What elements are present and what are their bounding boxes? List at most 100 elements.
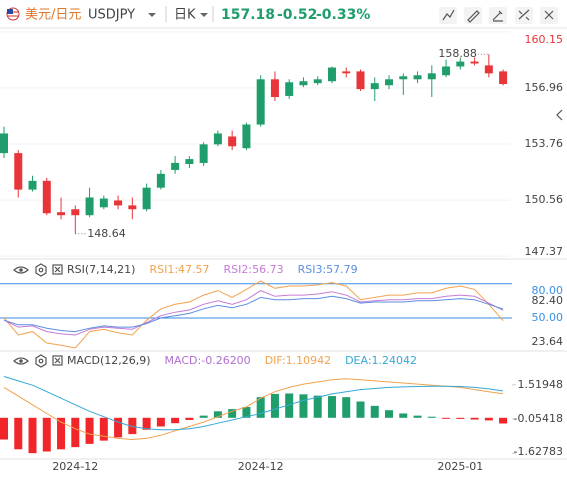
candle-body <box>285 82 294 96</box>
candle-body <box>399 76 408 80</box>
candle-body <box>171 162 180 170</box>
y-tick-label: 153.76 <box>525 137 564 150</box>
fullscreen-button[interactable] <box>515 7 533 24</box>
settings-icon[interactable] <box>35 354 47 368</box>
candle-body <box>156 173 165 188</box>
change-percent: -0.33% <box>316 7 370 23</box>
x-tick-label: 2025-01 <box>437 460 483 473</box>
macd-bar <box>385 410 394 418</box>
dropdown-arrow[interactable] <box>200 13 208 17</box>
macd-bar <box>142 417 151 430</box>
candle-body <box>185 159 194 164</box>
candle-body <box>213 133 222 145</box>
candle-body <box>427 73 436 80</box>
close-indicator[interactable] <box>52 264 63 275</box>
legend-entry[interactable]: RSI1:47.57 <box>149 263 209 276</box>
symbol[interactable]: USDJPY <box>88 8 135 23</box>
eye-icon[interactable] <box>13 266 29 274</box>
x-tick-label: 2024-12 <box>52 460 98 473</box>
y-tick-label: -1.62783 <box>514 445 563 458</box>
draw-button[interactable] <box>464 7 482 24</box>
y-tick-label: 150.56 <box>525 193 564 206</box>
y-tick-label: -0.05418 <box>514 412 563 425</box>
candle-body <box>313 79 322 84</box>
macd-bar <box>327 396 336 418</box>
close-button[interactable] <box>540 7 558 24</box>
macd-bar <box>442 417 451 419</box>
candle-body <box>242 124 251 149</box>
macd-bar <box>228 409 237 418</box>
y-tick-label: 82.40 <box>532 294 564 307</box>
macd-bar <box>370 405 379 418</box>
macd-bar <box>71 417 80 448</box>
candle-body <box>299 81 308 86</box>
macd-bar <box>270 393 279 418</box>
period[interactable]: 日K <box>174 8 196 23</box>
candle-body <box>85 197 94 216</box>
macd-bar <box>99 417 108 441</box>
candle-body <box>499 71 508 85</box>
candle-body <box>356 71 365 90</box>
collapse-arrow[interactable] <box>556 109 563 121</box>
candle-body <box>442 66 451 76</box>
candle-body <box>71 209 80 216</box>
high-label: 158.88 <box>438 47 477 60</box>
macd-bar <box>42 417 51 452</box>
legend-entry[interactable]: MACD:-0.26200 <box>165 354 251 367</box>
x-tick-label: 2024-12 <box>238 460 284 473</box>
legend-entry[interactable]: DEA:1.24042 <box>345 354 417 367</box>
y-tick-label: 156.96 <box>525 81 564 94</box>
low-label: 148.64 <box>87 227 126 240</box>
candle-body <box>470 61 479 64</box>
candle-body <box>57 212 66 216</box>
y-tick-label: 147.37 <box>525 245 564 258</box>
candle-body <box>0 133 8 154</box>
candle-body <box>42 180 51 214</box>
legend-entry[interactable]: RSI3:57.79 <box>298 263 358 276</box>
macd-controls <box>13 354 63 368</box>
macd-bar <box>57 417 66 450</box>
macd-bar <box>128 417 137 435</box>
legend-entry[interactable]: DIF:1.10942 <box>265 354 331 367</box>
candle-body <box>99 198 108 208</box>
dropdown-arrow[interactable] <box>148 13 156 17</box>
indicator-title: MACD(12,26,9) <box>67 354 151 367</box>
macd-bar <box>14 417 23 450</box>
macd-bar <box>85 417 94 444</box>
eye-icon[interactable] <box>13 357 29 365</box>
pair-name[interactable]: 美元/日元 <box>25 8 81 23</box>
macd-bar <box>456 417 465 419</box>
macd-bar <box>499 417 508 424</box>
macd-bar <box>199 415 208 418</box>
macd-bar <box>484 417 493 421</box>
rsi-controls <box>13 263 63 277</box>
macd-bar <box>427 416 436 418</box>
candle-body <box>456 61 465 67</box>
y-tick-label: 50.00 <box>532 311 564 324</box>
macd-bar <box>28 417 37 454</box>
settings-icon[interactable] <box>35 263 47 277</box>
macd-bar <box>256 397 265 418</box>
candle-body <box>199 144 208 163</box>
macd-bar <box>313 395 322 418</box>
close-indicator[interactable] <box>52 355 63 366</box>
macd-bar <box>242 406 251 418</box>
macd-bar <box>413 415 422 418</box>
legend-entry[interactable]: RSI2:56.73 <box>224 263 284 276</box>
indicator-button[interactable] <box>439 7 457 24</box>
y-tick-label: 160.15 <box>525 33 564 46</box>
edit-button[interactable] <box>489 7 507 24</box>
candle-body <box>142 187 151 210</box>
candle-body <box>385 79 394 86</box>
y-tick-label: 1.51948 <box>518 378 564 391</box>
macd-bar <box>185 417 194 420</box>
candle-body <box>327 67 336 82</box>
candle-body <box>484 65 493 74</box>
candle-body <box>342 71 351 74</box>
macd-bar <box>299 394 308 418</box>
macd-bar <box>0 417 8 440</box>
candle-body <box>14 153 23 190</box>
candle-body <box>114 200 123 206</box>
macd-line <box>3 378 504 441</box>
